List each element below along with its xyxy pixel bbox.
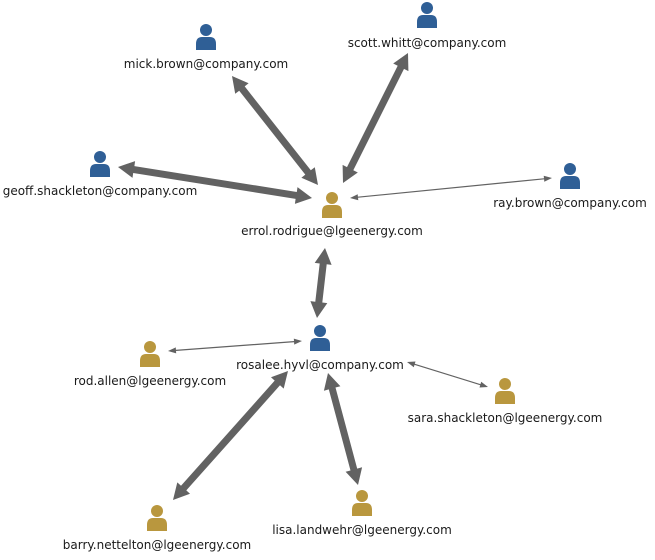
user-icon [310, 325, 330, 351]
edge-rosalee-sara [407, 361, 488, 388]
node-geoff[interactable]: geoff.shackleton@company.com [3, 151, 198, 198]
user-icon [417, 2, 437, 28]
user-icon [322, 192, 342, 218]
node-errol[interactable]: errol.rodrigue@lgeenergy.com [241, 192, 423, 238]
nodes-layer: errol.rodrigue@lgeenergy.com rosalee.hyvl… [3, 2, 647, 552]
edge-errol-ray [350, 175, 552, 201]
node-label: sara.shackleton@lgeenergy.com [408, 411, 603, 425]
node-label: lisa.landwehr@lgeenergy.com [272, 523, 452, 537]
edge-errol-mick [232, 76, 318, 185]
node-label: ray.brown@company.com [493, 196, 647, 210]
edge-errol-rosalee [310, 248, 332, 318]
node-sara[interactable]: sara.shackleton@lgeenergy.com [408, 378, 603, 425]
user-icon [196, 24, 216, 50]
node-rosalee[interactable]: rosalee.hyvl@company.com [236, 325, 404, 372]
node-label: mick.brown@company.com [124, 57, 288, 71]
user-icon [352, 490, 372, 516]
edge-rosalee-rod [168, 338, 302, 354]
edges-layer [118, 53, 552, 500]
node-lisa[interactable]: lisa.landwehr@lgeenergy.com [272, 490, 452, 537]
node-barry[interactable]: barry.nettelton@lgeenergy.com [63, 505, 251, 552]
node-label: barry.nettelton@lgeenergy.com [63, 538, 251, 552]
edge-rosalee-lisa [323, 373, 363, 485]
node-ray[interactable]: ray.brown@company.com [493, 163, 647, 210]
node-label: geoff.shackleton@company.com [3, 184, 198, 198]
node-rod[interactable]: rod.allen@lgeenergy.com [74, 341, 226, 388]
node-label: rod.allen@lgeenergy.com [74, 374, 226, 388]
edge-errol-geoff [118, 161, 312, 204]
node-label: scott.whitt@company.com [348, 36, 507, 50]
node-label: rosalee.hyvl@company.com [236, 358, 404, 372]
user-icon [495, 378, 515, 404]
user-icon [90, 151, 110, 177]
node-mick[interactable]: mick.brown@company.com [124, 24, 288, 71]
user-icon [140, 341, 160, 367]
edge-rosalee-barry [173, 371, 288, 500]
edge-errol-scott [342, 53, 409, 183]
node-label: errol.rodrigue@lgeenergy.com [241, 224, 423, 238]
user-icon [560, 163, 580, 189]
user-icon [147, 505, 167, 531]
node-scott[interactable]: scott.whitt@company.com [348, 2, 507, 50]
